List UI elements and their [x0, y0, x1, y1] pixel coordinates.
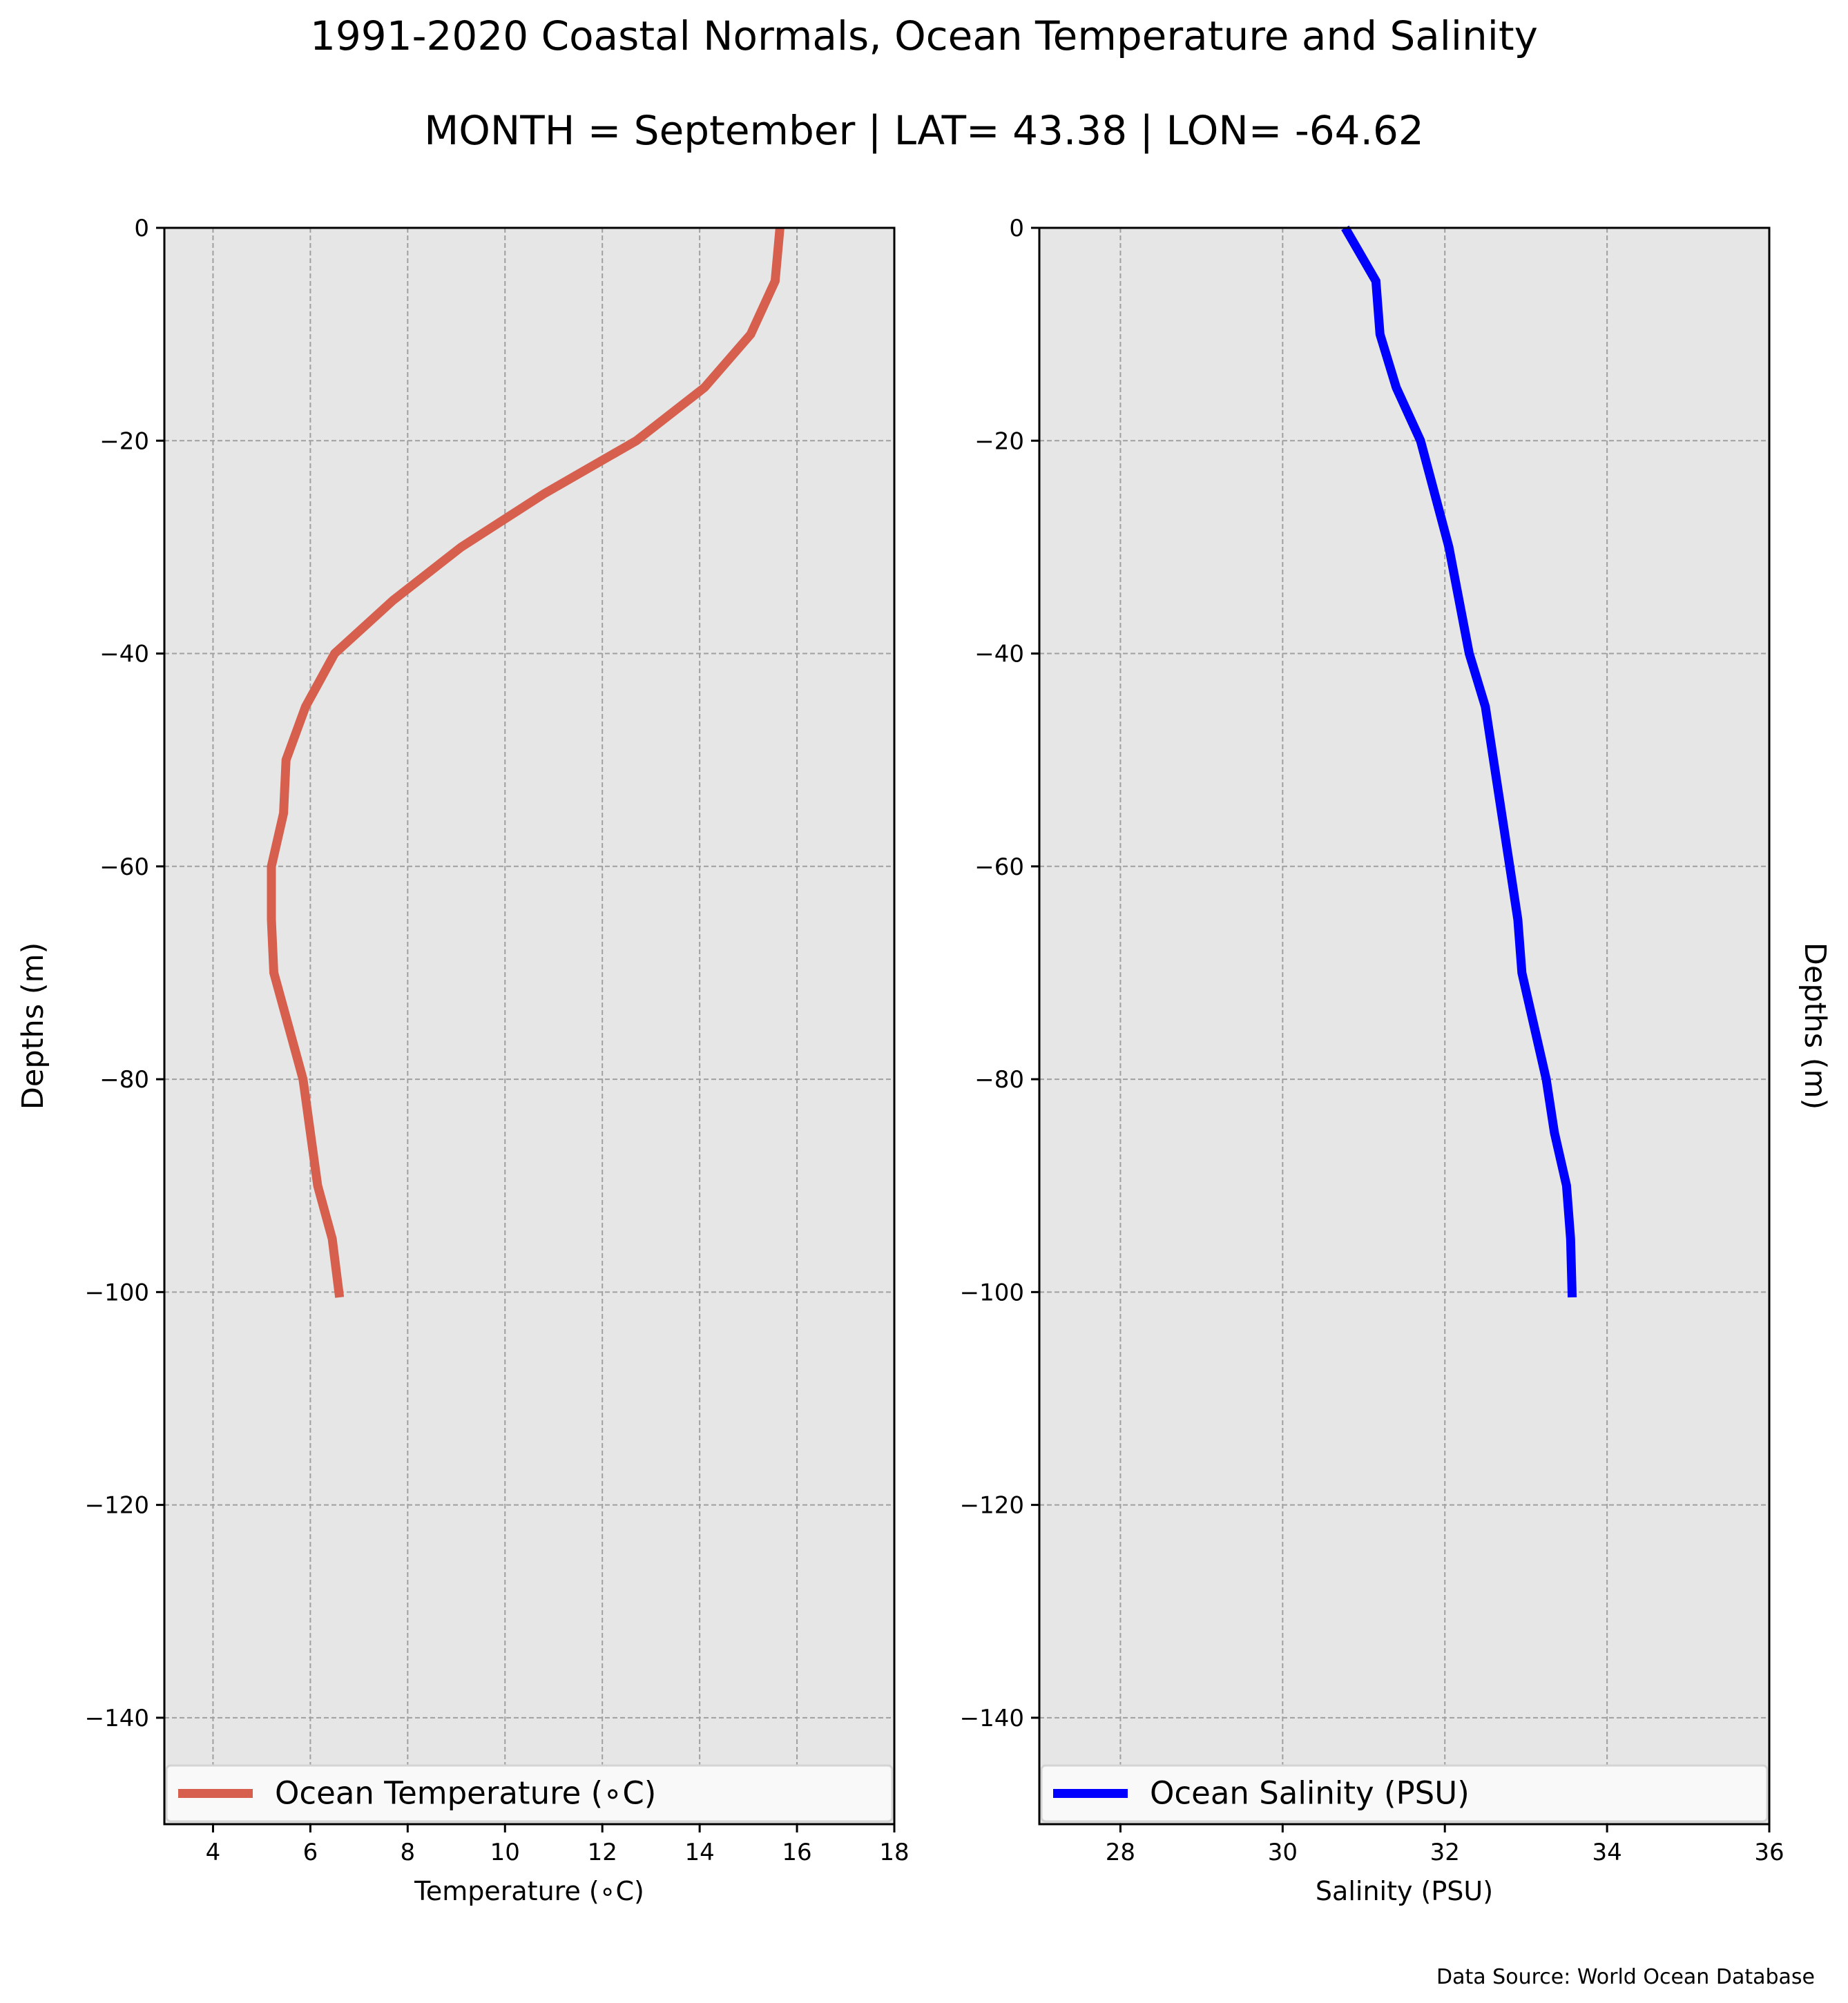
y-tick-label: −120: [85, 1492, 149, 1520]
y-tick-label: −80: [974, 1066, 1024, 1094]
x-tick-label: 6: [303, 1839, 318, 1866]
legend-box: [1040, 1764, 1769, 1823]
x-axis-label: Salinity (PSU): [1316, 1876, 1493, 1906]
legend-label: Ocean Temperature (∘C): [275, 1775, 656, 1812]
x-tick-label: 18: [879, 1839, 909, 1866]
y-tick-label: 0: [134, 215, 149, 242]
y-tick-label: 0: [1009, 215, 1024, 242]
x-tick-label: 32: [1430, 1839, 1460, 1866]
y-tick-label: −100: [960, 1279, 1024, 1306]
y-tick-label: −20: [974, 427, 1024, 455]
y-tick-label: −40: [974, 641, 1024, 668]
x-tick-label: 30: [1268, 1839, 1298, 1866]
y-tick-label: −60: [974, 853, 1024, 881]
x-axis-label: Temperature (∘C): [414, 1876, 644, 1906]
x-tick-label: 12: [588, 1839, 617, 1866]
data-source-note: Data Source: World Ocean Database: [1436, 1965, 1815, 1989]
y-tick-label: −140: [85, 1705, 149, 1732]
x-tick-label: 4: [206, 1839, 221, 1866]
series-line-1: [267, 227, 785, 1298]
x-tick-label: 10: [490, 1839, 520, 1866]
plot-frame: [1038, 226, 1771, 1826]
plot-background: [164, 228, 894, 1824]
x-tick-label: 34: [1592, 1839, 1621, 1866]
legend-box: [165, 1764, 894, 1823]
series-line-1: [1341, 225, 1577, 1298]
y-tick-label: −80: [99, 1066, 149, 1094]
plot-panel-1: Ocean Temperature (∘C) 4 6 8 10 12 14 16 18 0 −20 −…: [16, 215, 909, 1906]
y-tick-label: −40: [99, 641, 149, 668]
x-tick-label: 16: [782, 1839, 811, 1866]
y-tick-label: −100: [85, 1279, 149, 1306]
plot-background: [1039, 228, 1769, 1824]
x-tick-label: 36: [1754, 1839, 1784, 1866]
x-tick-label: 14: [685, 1839, 715, 1866]
y-tick-label: −60: [99, 853, 149, 881]
x-tick-label: 28: [1106, 1839, 1135, 1866]
chart-title: 1991-2020 Coastal Normals, Ocean Tempera…: [310, 12, 1538, 59]
y-tick-label: −20: [99, 427, 149, 455]
plot-frame: [163, 226, 896, 1826]
x-tick-label: 8: [401, 1839, 416, 1866]
y-axis-label-right: Depths (m): [1798, 942, 1832, 1110]
plot-panel-2: Ocean Salinity (PSU) 28 30 32 34 36 0 −20 −40 −60…: [960, 215, 1832, 1906]
y-axis-label: Depths (m): [16, 942, 50, 1110]
legend-label: Ocean Salinity (PSU): [1150, 1775, 1470, 1812]
chart-subtitle: MONTH = September | LAT= 43.38 | LON= -6…: [424, 107, 1424, 154]
y-tick-label: −120: [960, 1492, 1024, 1520]
y-tick-label: −140: [960, 1705, 1024, 1732]
